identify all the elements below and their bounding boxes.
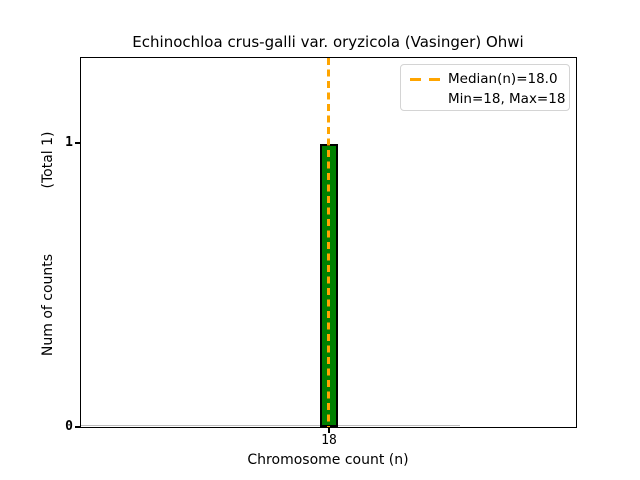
x-axis-label: Chromosome count (n): [247, 452, 409, 468]
y-axis-label: Num of counts: [40, 253, 56, 357]
plot-area: [80, 57, 577, 428]
y-tick-label-0: 0: [65, 419, 73, 434]
legend-entry-median: Median(n)=18.0: [401, 70, 569, 88]
chart-title: Echinochloa crus-galli var. oryzicola (V…: [132, 33, 524, 51]
x-tick-mark-18: [328, 428, 330, 433]
legend-label-minmax: Min=18, Max=18: [448, 91, 566, 107]
median-dashed-line-icon: [410, 78, 440, 81]
y-axis-total-label: (Total 1): [40, 131, 56, 189]
y-tick-mark-1: [75, 142, 80, 144]
legend-box: Median(n)=18.0 Min=18, Max=18: [400, 64, 570, 111]
median-line: [327, 58, 330, 427]
legend-entry-minmax: Min=18, Max=18: [401, 90, 569, 108]
x-tick-label-18: 18: [321, 433, 337, 448]
legend-label-median: Median(n)=18.0: [448, 71, 558, 87]
y-tick-mark-0: [75, 426, 80, 428]
y-tick-label-1: 1: [65, 135, 73, 150]
zero-count-baseline: [81, 425, 460, 426]
